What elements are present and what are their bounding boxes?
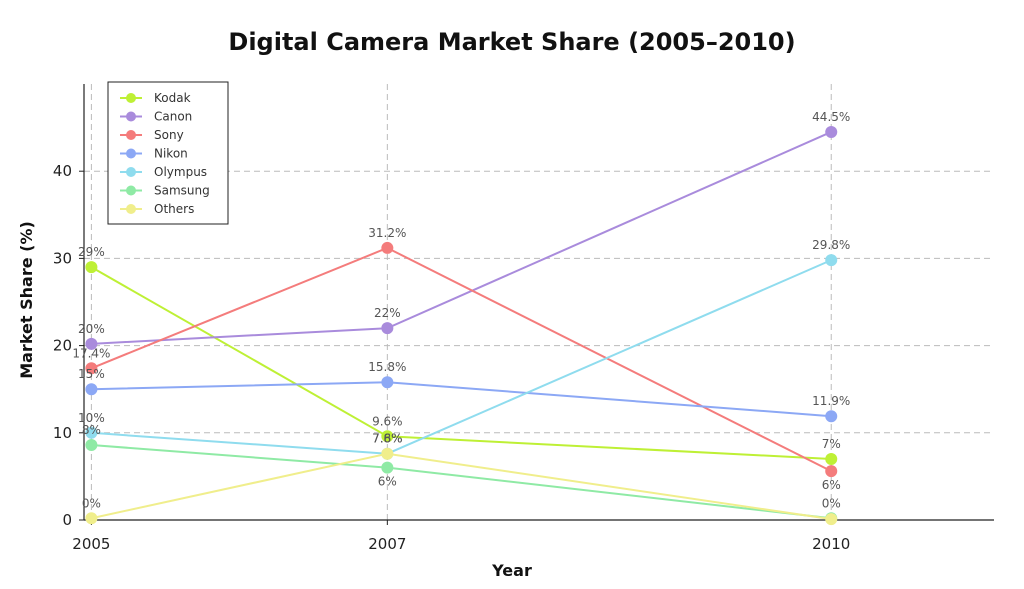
series-layer [85, 125, 838, 526]
x-axis-title: Year [491, 561, 532, 580]
data-point-canon [381, 322, 394, 335]
legend-swatch-marker-olympus [126, 167, 136, 177]
data-label-sony: 6% [822, 478, 841, 492]
data-point-kodak [85, 261, 98, 274]
series-line-samsung [91, 444, 832, 520]
data-point-olympus [825, 254, 838, 267]
legend-label-samsung: Samsung [154, 184, 210, 198]
data-point-nikon [85, 383, 98, 396]
data-label-samsung: 8% [82, 423, 101, 437]
data-label-others: 0% [82, 496, 101, 510]
data-label-nikon: 15% [78, 367, 105, 381]
data-label-samsung: 0% [822, 496, 841, 510]
data-label-canon: 22% [374, 306, 401, 320]
data-label-sony: 31.2% [368, 226, 406, 240]
data-labels: 29% 9.6% 7% 20% 22% 44.5% 17.4% 31.2% 6% 15% 15.8%… [72, 110, 850, 510]
data-label-kodak: 29% [78, 245, 105, 259]
legend-label-others: Others [154, 202, 194, 216]
data-point-kodak [381, 430, 394, 443]
data-label-olympus: 7.6% [372, 432, 403, 446]
data-label-olympus: 10% [78, 411, 105, 425]
data-point-sony [85, 362, 98, 375]
data-point-nikon [381, 376, 394, 389]
data-point-canon [85, 337, 98, 350]
legend-label-kodak: Kodak [154, 91, 191, 105]
data-point-others [85, 512, 98, 525]
data-label-canon: 44.5% [812, 110, 850, 124]
legend-swatch-marker-samsung [126, 185, 136, 196]
series-line-sony [91, 246, 832, 473]
legend-swatch-marker-kodak [126, 93, 136, 103]
y-tick-label: 20 [53, 337, 72, 355]
data-label-olympus: 29.8% [812, 238, 850, 252]
legend: Kodak Canon Sony Nikon Olympus Samsung Others [107, 81, 229, 225]
legend-label-nikon: Nikon [154, 147, 188, 161]
data-point-samsung [381, 461, 394, 474]
data-point-others [825, 513, 838, 526]
data-label-samsung: 6% [378, 475, 397, 489]
axes: 0 10 20 30 40 2005 2007 2010 [53, 84, 994, 553]
data-label-sony: 17.4% [72, 346, 110, 360]
x-tick-label: 2007 [368, 535, 406, 553]
legend-label-canon: Canon [154, 110, 192, 124]
y-tick-label: 30 [53, 249, 72, 267]
legend-swatch-marker-others [126, 204, 136, 214]
data-point-others [381, 447, 394, 460]
legend-label-olympus: Olympus [154, 165, 207, 179]
series-line-olympus [91, 259, 832, 455]
legend-swatch-marker-nikon [126, 148, 136, 159]
legend-swatch-marker-canon [126, 111, 136, 122]
chart-title: Digital Camera Market Share (2005–2010) [228, 28, 795, 56]
data-label-canon: 20% [78, 322, 105, 336]
data-label-others: 7.8% [372, 432, 403, 446]
data-label-kodak: 9.6% [372, 414, 403, 428]
legend-swatch-marker-sony [126, 130, 136, 140]
y-axis-title: Market Share (%) [17, 221, 36, 379]
data-label-nikon: 15.8% [368, 360, 406, 374]
y-tick-label: 40 [53, 162, 72, 180]
data-point-sony [825, 465, 838, 478]
data-point-sony [381, 241, 394, 254]
series-line-nikon [91, 381, 832, 418]
data-point-samsung [85, 439, 98, 452]
data-point-olympus [85, 426, 98, 439]
y-tick-label: 10 [53, 424, 72, 442]
x-tick-label: 2010 [812, 535, 850, 553]
series-line-others [91, 452, 832, 521]
legend-label-sony: Sony [154, 128, 184, 142]
data-label-kodak: 7% [822, 437, 841, 451]
data-label-nikon: 11.9% [812, 394, 850, 408]
data-point-kodak [825, 452, 838, 465]
data-point-canon [825, 125, 838, 138]
x-tick-label: 2005 [72, 535, 110, 553]
y-tick-label: 0 [62, 511, 72, 529]
data-point-nikon [825, 410, 838, 423]
